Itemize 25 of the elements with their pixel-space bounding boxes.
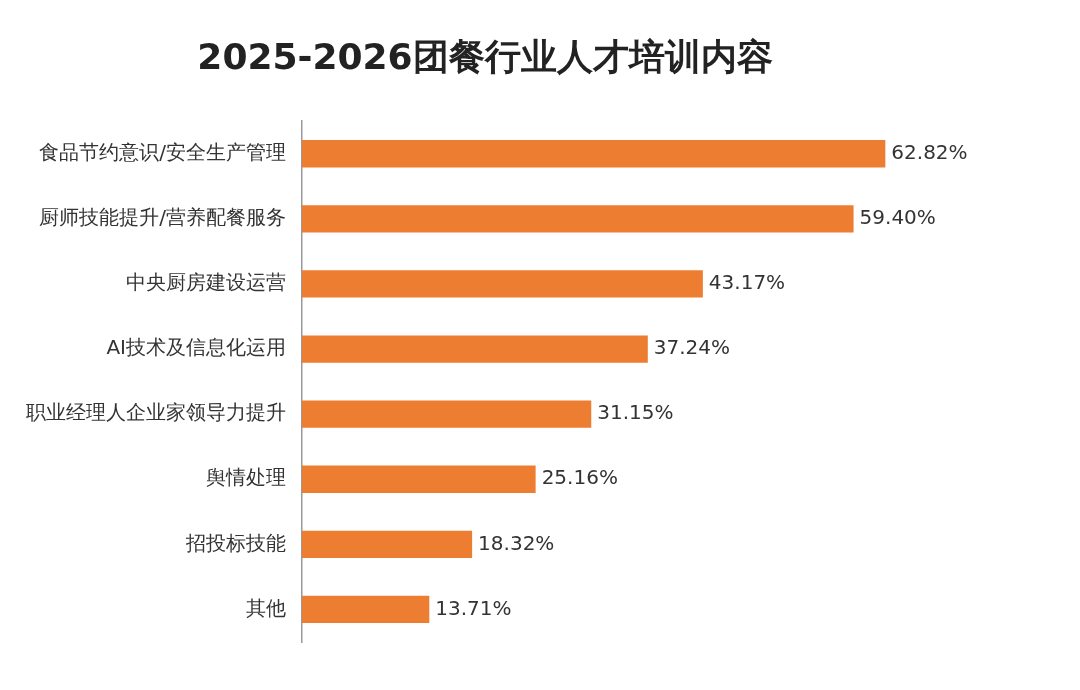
y-tick-label: 招投标技能 (185, 530, 286, 555)
bar (302, 595, 430, 624)
y-tick-label: 其他 (246, 595, 286, 620)
y-tick-label: 厨师技能提升/营养配餐服务 (39, 205, 286, 230)
bar (302, 465, 536, 493)
data-label: 43.17% (708, 270, 786, 295)
bar (302, 400, 592, 428)
bar (302, 335, 648, 363)
y-tick-label: 舆情处理 (206, 465, 286, 490)
data-label: 31.15% (597, 400, 674, 425)
bar (302, 205, 854, 233)
y-tick-label: 中央厨房建设运营 (126, 270, 286, 295)
data-label: 13.71% (435, 595, 512, 620)
y-tick-label: AI技术及信息化运用 (106, 335, 286, 360)
data-label: 37.24% (653, 335, 731, 360)
y-tick-label: 食品节约意识/安全生产管理 (39, 139, 286, 164)
data-label: 62.82% (891, 139, 968, 164)
data-label: 59.40% (859, 205, 936, 230)
bar (302, 530, 473, 559)
y-tick-label: 职业经理人企业家领导力提升 (26, 400, 286, 425)
bar (302, 270, 703, 298)
data-label: 18.32% (478, 530, 555, 555)
data-label: 25.16% (541, 465, 618, 490)
chart-title: 2025-2026团餐行业人才培训内容 (197, 35, 773, 77)
bar (302, 140, 886, 168)
